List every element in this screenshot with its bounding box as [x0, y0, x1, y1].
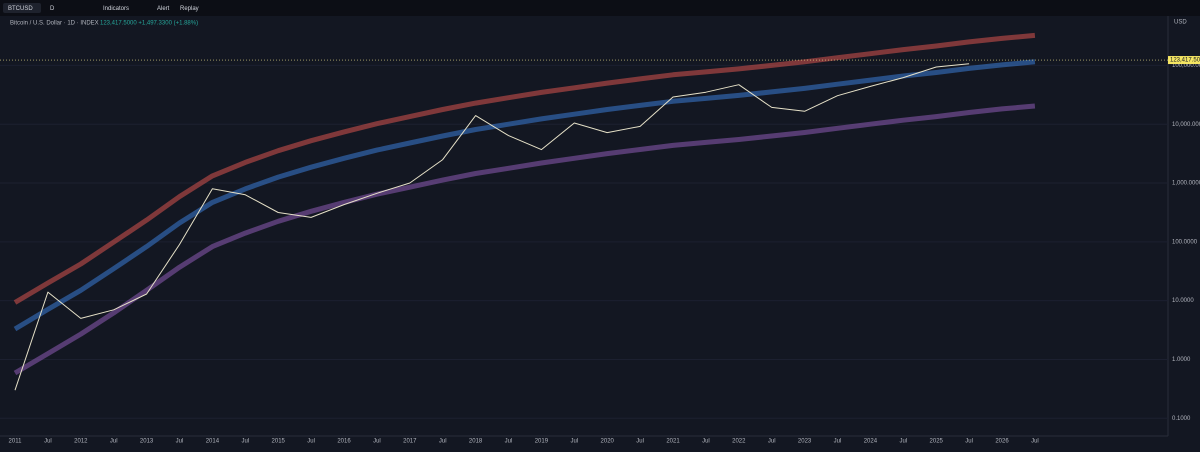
symbol[interactable]: BTCUSD [8, 6, 33, 12]
x-tick-label: 2025 [930, 439, 944, 445]
y-tick-label: 100,000.0000 [1172, 63, 1200, 69]
x-tick-label: Jul [110, 439, 118, 445]
currency: USD [1174, 20, 1187, 26]
x-tick-label: 2013 [140, 439, 154, 445]
x-tick-label: Jul [307, 439, 315, 445]
x-tick-label: 2024 [864, 439, 878, 445]
symbol-box[interactable] [3, 3, 41, 13]
x-tick-label: 2012 [74, 439, 88, 445]
band-line [13, 32, 1036, 305]
x-tick-label: 2016 [337, 439, 351, 445]
y-tick-label: 0.1000 [1172, 416, 1191, 422]
toolbar [0, 0, 1200, 16]
x-tick-label: Jul [44, 439, 52, 445]
x-tick-label: 2019 [535, 439, 549, 445]
x-tick-label: Jul [899, 439, 907, 445]
x-tick-label: Jul [176, 439, 184, 445]
x-tick-label: Jul [1031, 439, 1039, 445]
x-tick-label: 2018 [469, 439, 483, 445]
x-tick-label: 2014 [206, 439, 220, 445]
x-tick-label: Jul [965, 439, 973, 445]
x-tick-label: Jul [439, 439, 447, 445]
legend-quote: 123,417.5000 +1,497.3300 (+1.88%) [100, 21, 198, 27]
x-tick-label: Jul [636, 439, 644, 445]
x-tick-label: 2015 [272, 439, 286, 445]
last-price-label: 123,417.5000 [1170, 58, 1200, 64]
x-tick-label: 2017 [403, 439, 417, 445]
legend-description: Bitcoin / U.S. Dollar · 1D · INDEX [10, 21, 99, 27]
x-tick-label: 2026 [995, 439, 1009, 445]
band-line [13, 59, 1036, 332]
y-tick-label: 10.0000 [1172, 298, 1194, 304]
last-price-box [1168, 56, 1200, 65]
x-tick-label: Jul [834, 439, 842, 445]
x-tick-label: 2022 [732, 439, 746, 445]
alert-button[interactable]: Alert [157, 6, 170, 12]
replay-button[interactable]: Replay [180, 6, 199, 12]
x-tick-label: 2020 [601, 439, 615, 445]
y-tick-label: 1.0000 [1172, 357, 1191, 363]
x-tick-label: Jul [768, 439, 776, 445]
x-tick-label: Jul [373, 439, 381, 445]
x-tick-label: 2021 [666, 439, 680, 445]
x-tick-label: 2023 [798, 439, 812, 445]
y-tick-label: 10,000.0000 [1172, 122, 1200, 128]
band-line [13, 103, 1036, 376]
price-line [14, 63, 970, 391]
y-tick-label: 1,000.0000 [1172, 181, 1200, 187]
interval[interactable]: D [50, 6, 55, 12]
x-tick-label: 2011 [9, 439, 23, 445]
x-tick-label: Jul [241, 439, 249, 445]
x-tick-label: Jul [702, 439, 710, 445]
x-tick-label: Jul [505, 439, 513, 445]
indicators-button[interactable]: Indicators [103, 6, 129, 12]
x-tick-label: Jul [570, 439, 578, 445]
y-tick-label: 100.0000 [1172, 239, 1198, 245]
